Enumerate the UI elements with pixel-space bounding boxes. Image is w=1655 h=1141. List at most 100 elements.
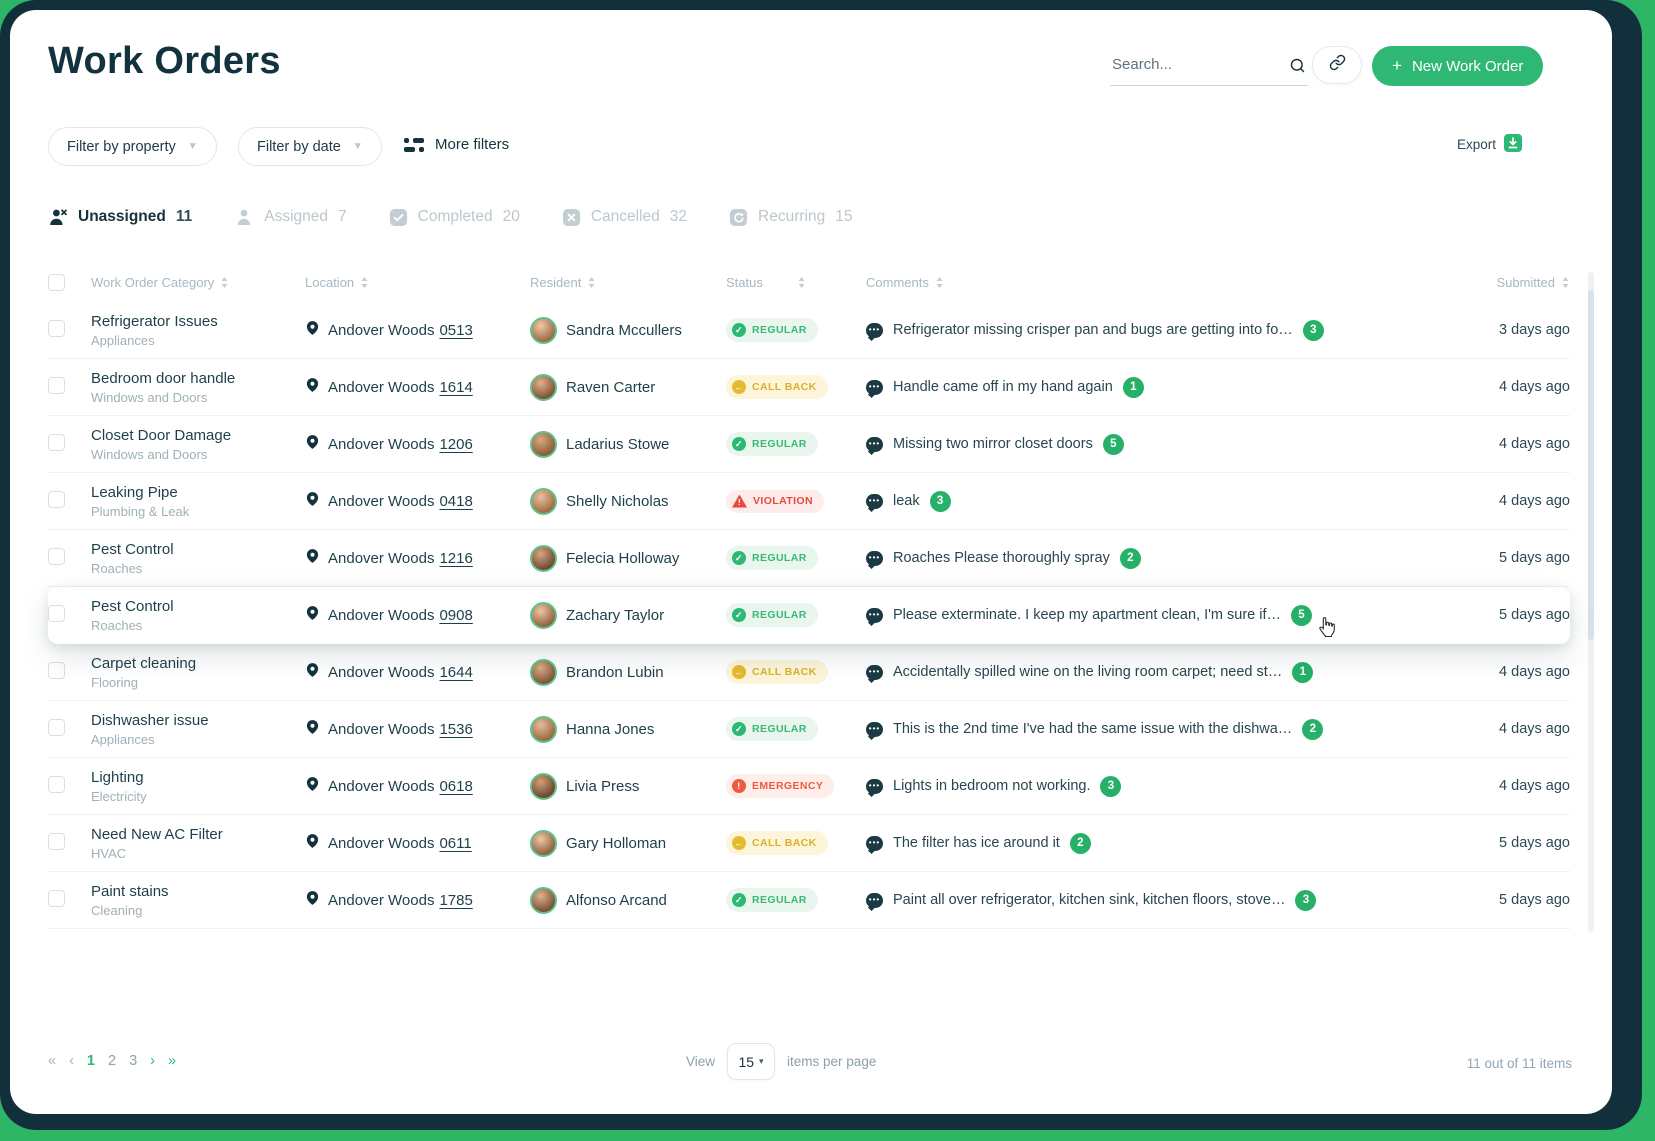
column-header-category[interactable]: Work Order Category [91, 275, 305, 290]
row-checkbox[interactable] [48, 547, 65, 565]
comment-text: Handle came off in my hand again [893, 379, 1113, 395]
check-square-icon [389, 208, 408, 227]
more-filters-button[interactable]: More filters [404, 136, 509, 153]
resident-cell: Hanna Jones [530, 715, 726, 743]
location-name: Andover Woods [328, 777, 435, 795]
column-header-comments[interactable]: Comments [866, 275, 1450, 290]
last-page-button[interactable]: » [168, 1053, 177, 1069]
status-badge: CALL BACK [726, 375, 828, 399]
comment-count-badge[interactable]: 2 [1119, 547, 1141, 569]
table-row[interactable]: Lighting Electricity Andover Woods 0618 … [48, 758, 1570, 815]
status-badge: REGULAR [726, 717, 818, 741]
search-icon[interactable] [1289, 57, 1306, 79]
unit-number-link[interactable]: 0618 [439, 777, 473, 795]
table-row[interactable]: Pest Control Roaches Andover Woods 1216 … [48, 530, 1570, 587]
submitted-text: 4 days ago [1499, 379, 1570, 395]
avatar [530, 373, 557, 401]
row-checkbox[interactable] [48, 490, 65, 508]
table-row[interactable]: Bedroom door handle Windows and Doors An… [48, 359, 1570, 416]
tab-unassigned[interactable]: Unassigned 11 [48, 207, 192, 227]
row-checkbox[interactable] [48, 775, 65, 793]
search-input[interactable] [1110, 50, 1308, 85]
items-per-page-select[interactable]: 15 ▾ [727, 1043, 776, 1080]
tab-assigned[interactable]: Assigned 7 [234, 207, 347, 227]
row-checkbox[interactable] [48, 661, 65, 679]
next-page-button[interactable]: › [150, 1053, 155, 1069]
unit-number-link[interactable]: 1216 [439, 549, 473, 567]
column-header-resident[interactable]: Resident [530, 275, 726, 290]
row-checkbox[interactable] [48, 718, 65, 736]
column-header-submitted[interactable]: Submitted [1450, 275, 1570, 290]
row-checkbox[interactable] [48, 319, 65, 337]
location-cell: Andover Woods 1644 [305, 662, 530, 682]
filter-by-date-dropdown[interactable]: Filter by date ▼ [238, 127, 382, 166]
unit-number-link[interactable]: 1644 [439, 663, 473, 681]
comment-count-badge[interactable]: 1 [1122, 376, 1144, 398]
unit-number-link[interactable]: 1614 [439, 378, 473, 396]
resident-name: Sandra Mccullers [566, 321, 682, 339]
page-button-1[interactable]: 1 [86, 1053, 95, 1069]
column-header-location[interactable]: Location [305, 275, 530, 290]
resident-cell: Brandon Lubin [530, 658, 726, 686]
export-button[interactable]: Export [1457, 134, 1522, 155]
row-checkbox[interactable] [48, 376, 65, 394]
page-button-2[interactable]: 2 [108, 1053, 117, 1069]
comment-text: Refrigerator missing crisper pan and bug… [893, 322, 1293, 338]
unit-number-link[interactable]: 0513 [439, 321, 473, 339]
new-work-order-button[interactable]: + New Work Order [1372, 46, 1544, 86]
work-order-category: Dishwasher issue [91, 711, 209, 729]
resident-cell: Felecia Holloway [530, 544, 726, 572]
unit-number-link[interactable]: 0418 [439, 492, 473, 510]
comment-count-badge[interactable]: 2 [1069, 832, 1091, 854]
row-checkbox[interactable] [48, 604, 65, 622]
work-order-subcategory: Windows and Doors [91, 446, 208, 462]
category-cell: Pest Control Roaches [91, 598, 305, 633]
first-page-button[interactable]: « [48, 1053, 57, 1069]
tab-recurring[interactable]: Recurring 15 [729, 208, 853, 227]
comment-icon [866, 778, 883, 794]
submitted-text: 3 days ago [1499, 322, 1570, 338]
filter-by-property-dropdown[interactable]: Filter by property ▼ [48, 127, 217, 166]
avatar [530, 430, 557, 458]
table-row[interactable]: Leaking Pipe Plumbing & Leak Andover Woo… [48, 473, 1570, 530]
table-row[interactable]: Carpet cleaning Flooring Andover Woods 1… [48, 644, 1570, 701]
comment-count-badge[interactable]: 2 [1302, 718, 1324, 740]
table-row[interactable]: Closet Door Damage Windows and Doors And… [48, 416, 1570, 473]
status-label: REGULAR [752, 324, 807, 336]
select-all-checkbox[interactable] [48, 273, 65, 291]
table-row[interactable]: Need New AC Filter HVAC Andover Woods 06… [48, 815, 1570, 872]
table-row[interactable]: Refrigerator Issues Appliances Andover W… [48, 302, 1570, 359]
tab-cancelled[interactable]: Cancelled 32 [562, 208, 687, 227]
location-cell: Andover Woods 0618 [305, 776, 530, 796]
comment-count-badge[interactable]: 1 [1292, 661, 1314, 683]
table-scrollbar[interactable] [1588, 272, 1594, 932]
unit-number-link[interactable]: 1206 [439, 435, 473, 453]
comment-count-badge[interactable]: 5 [1102, 433, 1124, 455]
unit-number-link[interactable]: 1785 [439, 891, 473, 909]
comment-count-badge[interactable]: 3 [929, 490, 951, 512]
tab-completed[interactable]: Completed 20 [389, 208, 520, 227]
column-header-status[interactable]: Status [726, 275, 866, 290]
sort-icon [798, 276, 805, 288]
prev-page-button[interactable]: ‹ [69, 1053, 74, 1069]
comment-count-badge[interactable]: 3 [1302, 319, 1324, 341]
copy-link-button[interactable] [1312, 46, 1362, 84]
unit-number-link[interactable]: 0611 [439, 834, 472, 852]
scrollbar-thumb[interactable] [1588, 290, 1594, 640]
export-download-icon [1504, 134, 1522, 155]
comment-count-badge[interactable]: 3 [1295, 889, 1317, 911]
comment-count-badge[interactable]: 5 [1291, 604, 1312, 626]
page-button-3[interactable]: 3 [129, 1053, 138, 1069]
unit-number-link[interactable]: 0908 [439, 606, 473, 624]
table-row[interactable]: Pest Control Roaches Andover Woods 0908 … [48, 587, 1570, 644]
row-checkbox[interactable] [48, 832, 65, 850]
comment-text: The filter has ice around it [893, 835, 1060, 851]
work-order-category: Carpet cleaning [91, 654, 197, 672]
comment-count-badge[interactable]: 3 [1100, 775, 1122, 797]
row-checkbox[interactable] [48, 889, 65, 907]
status-cell: REGULAR [726, 603, 866, 627]
table-row[interactable]: Dishwasher issue Appliances Andover Wood… [48, 701, 1570, 758]
table-row[interactable]: Paint stains Cleaning Andover Woods 1785… [48, 872, 1570, 929]
unit-number-link[interactable]: 1536 [439, 720, 473, 738]
row-checkbox[interactable] [48, 433, 65, 451]
